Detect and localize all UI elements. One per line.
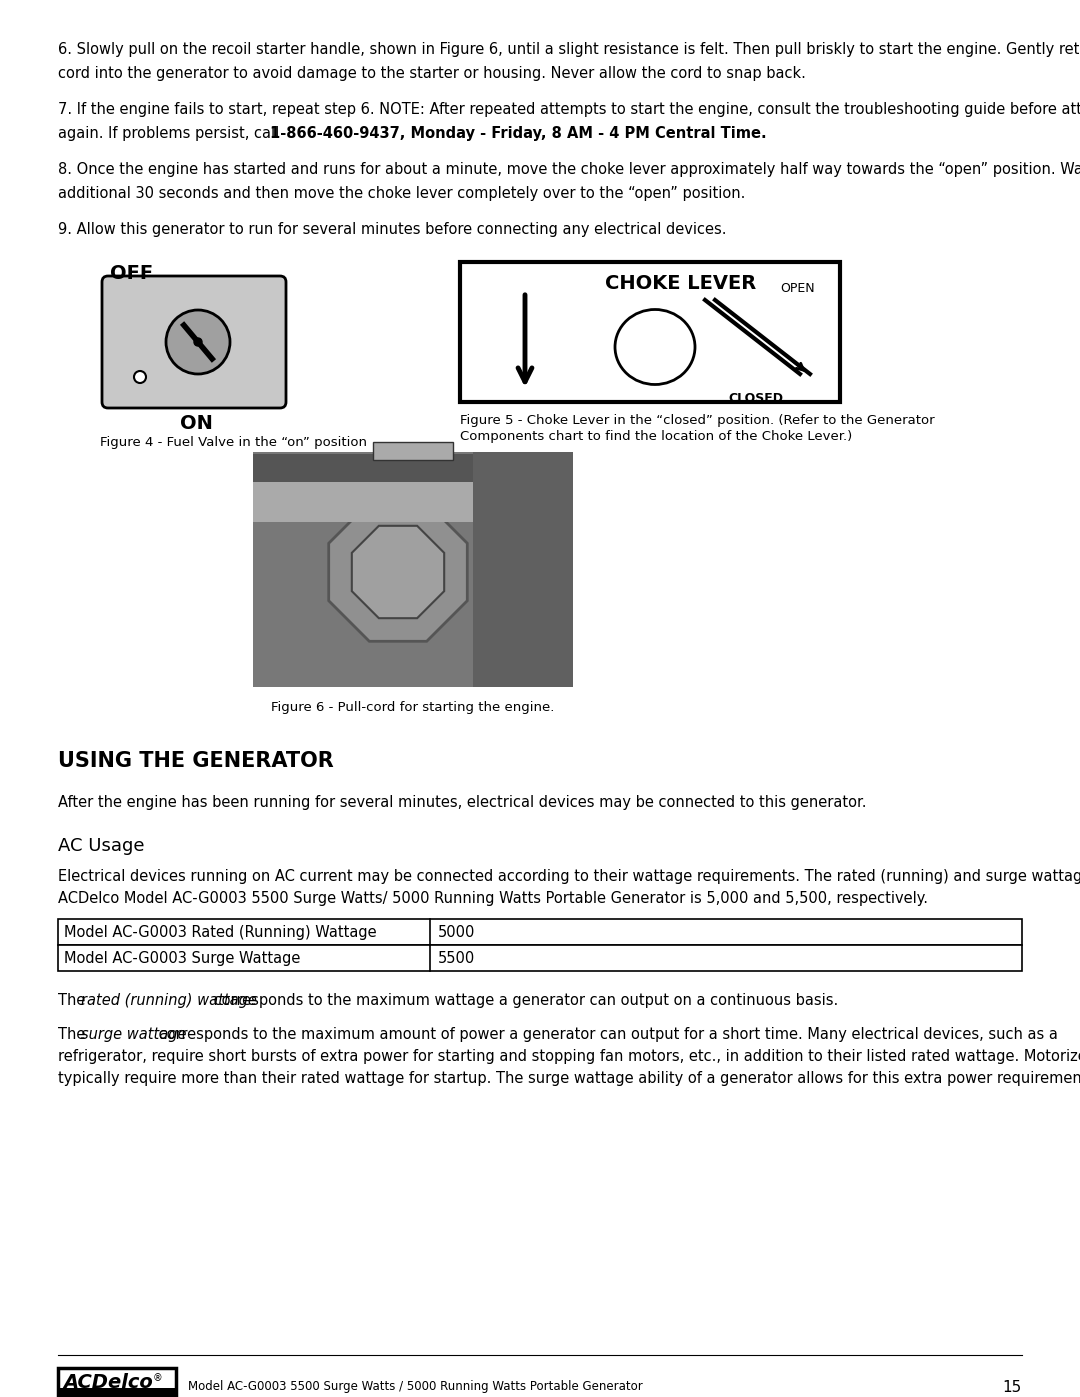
- Text: cord into the generator to avoid damage to the starter or housing. Never allow t: cord into the generator to avoid damage …: [58, 66, 806, 81]
- Text: USING THE GENERATOR: USING THE GENERATOR: [58, 752, 334, 771]
- Text: corresponds to the maximum amount of power a generator can output for a short ti: corresponds to the maximum amount of pow…: [154, 1027, 1057, 1042]
- Text: AC Usage: AC Usage: [58, 837, 145, 855]
- Text: Figure 5 - Choke Lever in the “closed” position. (Refer to the Generator: Figure 5 - Choke Lever in the “closed” p…: [460, 414, 934, 427]
- Text: Model AC-G0003 5500 Surge Watts / 5000 Running Watts Portable Generator: Model AC-G0003 5500 Surge Watts / 5000 R…: [188, 1380, 643, 1393]
- Text: Figure 6 - Pull-cord for starting the engine.: Figure 6 - Pull-cord for starting the en…: [271, 701, 555, 714]
- Text: 7. If the engine fails to start, repeat step 6. NOTE: After repeated attempts to: 7. If the engine fails to start, repeat …: [58, 102, 1080, 117]
- Text: Figure 4 - Fuel Valve in the “on” position: Figure 4 - Fuel Valve in the “on” positi…: [100, 436, 367, 448]
- Circle shape: [134, 372, 146, 383]
- Text: 1-866-460-9437, Monday - Friday, 8 AM - 4 PM Central Time.: 1-866-460-9437, Monday - Friday, 8 AM - …: [270, 126, 767, 141]
- Bar: [373, 441, 453, 460]
- Bar: [460, 263, 840, 402]
- Bar: [253, 454, 573, 482]
- Text: CHOKE LEVER: CHOKE LEVER: [605, 274, 756, 293]
- Text: ON: ON: [180, 414, 213, 433]
- Bar: [253, 453, 573, 687]
- Text: CLOSED: CLOSED: [728, 393, 783, 405]
- Text: Components chart to find the location of the Choke Lever.): Components chart to find the location of…: [460, 430, 852, 443]
- Text: additional 30 seconds and then move the choke lever completely over to the “open: additional 30 seconds and then move the …: [58, 186, 745, 201]
- Text: rated (running) wattage: rated (running) wattage: [81, 993, 257, 1009]
- Text: 8. Once the engine has started and runs for about a minute, move the choke lever: 8. Once the engine has started and runs …: [58, 162, 1080, 177]
- Text: Model AC-G0003 Rated (Running) Wattage: Model AC-G0003 Rated (Running) Wattage: [64, 925, 377, 940]
- Text: ACDelco Model AC-G0003 5500 Surge Watts/ 5000 Running Watts Portable Generator i: ACDelco Model AC-G0003 5500 Surge Watts/…: [58, 891, 928, 907]
- Text: 9. Allow this generator to run for several minutes before connecting any electri: 9. Allow this generator to run for sever…: [58, 222, 727, 237]
- Ellipse shape: [615, 310, 696, 384]
- Text: 15: 15: [1002, 1380, 1022, 1396]
- Text: The: The: [58, 993, 90, 1009]
- Text: The: The: [58, 1027, 90, 1042]
- Text: refrigerator, require short bursts of extra power for starting and stopping fan : refrigerator, require short bursts of ex…: [58, 1049, 1080, 1065]
- Text: After the engine has been running for several minutes, electrical devices may be: After the engine has been running for se…: [58, 795, 866, 810]
- Text: ACDelco: ACDelco: [63, 1373, 152, 1391]
- Bar: [253, 482, 573, 522]
- Text: corresponds to the maximum wattage a generator can output on a continuous basis.: corresponds to the maximum wattage a gen…: [208, 993, 838, 1009]
- Text: typically require more than their rated wattage for startup. The surge wattage a: typically require more than their rated …: [58, 1071, 1080, 1085]
- Text: Electrical devices running on AC current may be connected according to their wat: Electrical devices running on AC current…: [58, 869, 1080, 884]
- Bar: [58, 944, 1022, 971]
- Circle shape: [166, 310, 230, 374]
- Text: OFF: OFF: [110, 264, 153, 284]
- Bar: [473, 453, 573, 687]
- Text: 5000: 5000: [438, 925, 475, 940]
- Text: 6. Slowly pull on the recoil starter handle, shown in Figure 6, until a slight r: 6. Slowly pull on the recoil starter han…: [58, 42, 1080, 57]
- Circle shape: [194, 338, 202, 346]
- Bar: [58, 919, 1022, 944]
- Text: OPEN: OPEN: [780, 282, 814, 295]
- Text: 5500: 5500: [438, 951, 475, 965]
- Bar: [58, 1368, 176, 1396]
- Text: ®: ®: [153, 1373, 163, 1383]
- Text: again. If problems persist, call: again. If problems persist, call: [58, 126, 284, 141]
- Text: surge wattage: surge wattage: [81, 1027, 187, 1042]
- Bar: [58, 1389, 176, 1396]
- FancyBboxPatch shape: [102, 277, 286, 408]
- Text: Model AC-G0003 Surge Wattage: Model AC-G0003 Surge Wattage: [64, 951, 300, 965]
